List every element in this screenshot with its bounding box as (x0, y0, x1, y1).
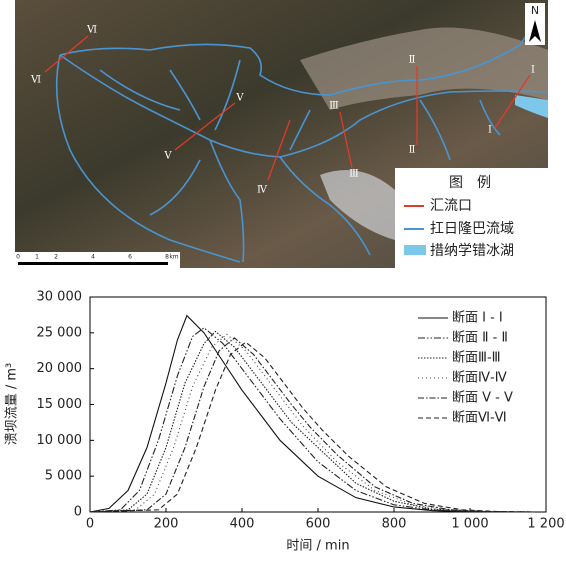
y-tick-label: 15 000 (37, 397, 83, 412)
scale-label: 4 (91, 254, 95, 261)
section-label: Ⅰ (531, 65, 535, 76)
x-tick-label: 1 200 (527, 517, 564, 532)
legend-label: 断面 Ⅴ - Ⅴ (452, 391, 513, 406)
section-label: Ⅲ (329, 101, 339, 112)
x-tick-label: 400 (230, 517, 255, 532)
x-tick-label: 1 000 (451, 517, 488, 532)
x-tick-label: 600 (306, 517, 331, 532)
y-tick-label: 25 000 (37, 325, 83, 340)
y-tick-label: 10 000 (37, 433, 83, 448)
scale-label: 6 (128, 254, 132, 261)
legend-label: 断面Ⅳ-Ⅳ (452, 371, 507, 386)
legend-label: 断面 Ⅰ - Ⅰ (452, 311, 503, 326)
legend-label: 断面Ⅵ-Ⅵ (452, 411, 507, 426)
series-line (90, 342, 535, 512)
y-tick-label: 30 000 (37, 290, 83, 305)
section-label: Ⅵ (86, 25, 97, 36)
y-tick-label: 0 (74, 505, 82, 520)
map-legend-item: 扛日隆巴流域 (430, 221, 514, 237)
x-tick-label: 0 (86, 517, 94, 532)
x-axis-label: 时间 / min (286, 539, 349, 554)
legend-lake (404, 245, 426, 255)
figure: ⅥⅥⅤⅤⅣⅢⅢⅡⅡⅠⅠ N 012468km 图 例 汇流口 扛日隆巴流域 措纳… (0, 0, 566, 557)
scale-bar (18, 262, 168, 265)
section-label: Ⅱ (409, 145, 416, 156)
section-label: Ⅱ (409, 55, 416, 66)
y-axis-label: 溃坝流量 / m³ (5, 363, 20, 446)
scale-label: 1 (35, 254, 39, 261)
legend-label: 断面Ⅲ-Ⅲ (452, 351, 501, 366)
scale-box (15, 252, 180, 268)
scale-label: km (169, 254, 178, 261)
map-legend-title: 图 例 (449, 175, 491, 191)
section-label: Ⅳ (257, 185, 268, 196)
scale-label: 2 (54, 254, 58, 261)
y-tick-label: 20 000 (37, 361, 83, 376)
chart: 溃坝流量 / m³ 时间 / min 0 5 000 10 000 15 000 20 … (5, 290, 565, 554)
x-tick-label: 200 (154, 517, 179, 532)
y-tick-label: 5 000 (45, 469, 82, 484)
x-tick-label: 800 (382, 517, 407, 532)
north-label: N (531, 4, 539, 17)
section-label: Ⅵ (30, 75, 41, 86)
legend-label: 断面 Ⅱ - Ⅱ (452, 331, 508, 346)
section-label: Ⅰ (488, 125, 492, 136)
section-label: Ⅴ (235, 93, 244, 104)
scale-label: 0 (16, 254, 20, 261)
map-legend-item: 汇流口 (430, 198, 472, 214)
section-label: Ⅴ (163, 151, 172, 162)
section-label: Ⅲ (349, 169, 359, 180)
map-legend-item: 措纳学错冰湖 (430, 243, 514, 259)
